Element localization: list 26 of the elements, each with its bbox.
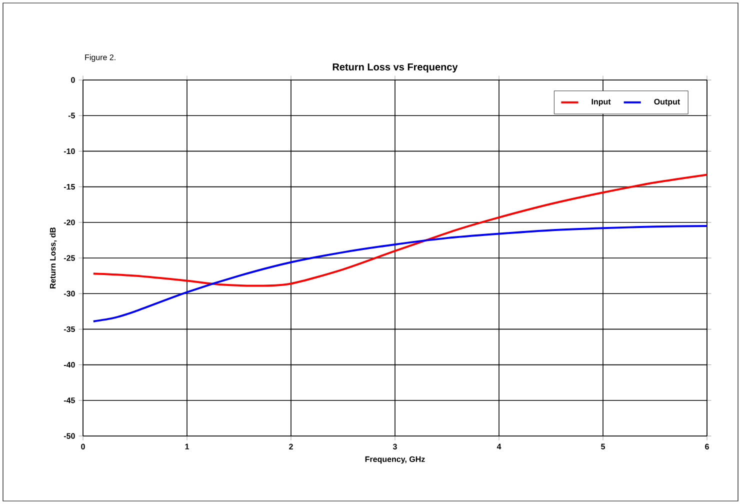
x-tick-label: 4 bbox=[496, 444, 502, 450]
line-series bbox=[92, 224, 708, 322]
x-tick-label: 1 bbox=[185, 444, 189, 450]
x-tick-label: 6 bbox=[705, 444, 709, 450]
y-tick-label: -40 bbox=[64, 362, 75, 368]
y-tick-label: -15 bbox=[64, 184, 75, 190]
y-tick-label: -5 bbox=[68, 112, 75, 118]
legend-label: Input bbox=[592, 98, 611, 106]
chart-title: Return Loss vs Frequency bbox=[332, 64, 458, 72]
y-tick-label: -20 bbox=[64, 220, 75, 226]
line-series bbox=[92, 174, 708, 287]
y-tick-label: -25 bbox=[64, 255, 75, 261]
y-tick-label: -35 bbox=[64, 326, 75, 332]
caption: Figure 2. bbox=[85, 54, 116, 62]
legend-label: Output bbox=[654, 98, 680, 106]
y-tick-label: -45 bbox=[64, 398, 75, 404]
x-tick-label: 0 bbox=[81, 444, 85, 450]
x-axis-title: Frequency, GHz bbox=[365, 456, 425, 464]
x-tick-label: 5 bbox=[601, 444, 605, 450]
y-tick-label: -30 bbox=[64, 290, 75, 296]
y-tick-label: -10 bbox=[64, 148, 75, 154]
y-tick-label: -50 bbox=[64, 433, 75, 439]
x-tick-label: 3 bbox=[392, 444, 397, 450]
x-tick-label: 2 bbox=[289, 444, 293, 450]
y-tick-label: 0 bbox=[71, 77, 75, 83]
y-axis-title: Return Loss, dB bbox=[50, 227, 57, 288]
